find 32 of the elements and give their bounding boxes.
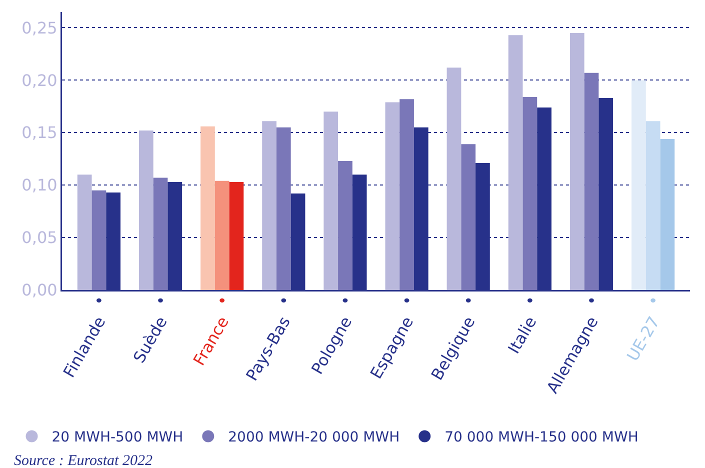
- bar: [92, 190, 106, 290]
- bar: [138, 130, 154, 290]
- source-note: Source : Eurostat 2022: [14, 453, 153, 468]
- bar: [200, 126, 215, 290]
- bar: [446, 68, 462, 290]
- bar: [522, 96, 538, 290]
- bar: [338, 160, 352, 290]
- y-tick-label: 0,25: [22, 18, 58, 38]
- legend-label: 20 MWH-500 MWH: [52, 430, 184, 446]
- bar: [646, 121, 660, 290]
- legend-label: 2000 MWH-20 000 MWH: [228, 430, 400, 446]
- y-tick-label: 0,20: [22, 70, 58, 90]
- bar: [508, 35, 523, 290]
- y-tick-label: 0,15: [22, 123, 58, 142]
- bar: [632, 80, 646, 290]
- y-tick-label: 0,05: [22, 228, 58, 248]
- bar: [214, 180, 230, 290]
- bar: [461, 144, 476, 290]
- bar: [660, 138, 675, 290]
- bar: [324, 112, 338, 290]
- y-tick-label: 0,00: [22, 280, 58, 300]
- bar: [400, 99, 414, 290]
- bar: [77, 174, 92, 290]
- y-tick-label: 0,10: [22, 176, 58, 195]
- bar: [153, 178, 168, 290]
- bar: [262, 121, 276, 290]
- bar: [385, 102, 400, 290]
- bar: [570, 32, 584, 290]
- bar: [276, 127, 291, 290]
- bar: [584, 72, 599, 290]
- bar: [229, 182, 244, 290]
- legend-label: 70 000 MWH-150 000 MWH: [444, 430, 638, 446]
